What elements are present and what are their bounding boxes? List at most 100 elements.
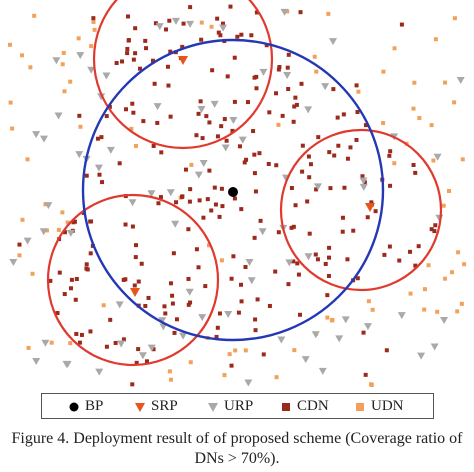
- udn-node: [133, 143, 138, 148]
- urp-node: [304, 106, 313, 114]
- cdn-node: [382, 252, 387, 257]
- urp-node: [329, 38, 338, 46]
- cdn-node: [224, 138, 229, 143]
- urp-node: [23, 237, 32, 245]
- cdn-node: [166, 83, 171, 88]
- udn-node: [68, 341, 73, 346]
- udn-node: [19, 53, 24, 58]
- cdn-node: [274, 163, 279, 168]
- cdn-node: [432, 229, 437, 234]
- cdn-node: [274, 91, 279, 96]
- cdn-node: [194, 133, 199, 138]
- cdn-node: [117, 161, 122, 166]
- cdn-node: [132, 283, 137, 288]
- cdn-node: [180, 194, 185, 199]
- cdn-node: [204, 114, 209, 119]
- cdn-node: [85, 267, 90, 272]
- cdn-node: [363, 123, 368, 128]
- udn-node: [25, 157, 30, 162]
- udn-node: [219, 258, 224, 263]
- udn-node: [429, 123, 434, 128]
- cdn-node: [369, 200, 374, 205]
- deployment-figure: [7, 0, 467, 387]
- udn-node: [431, 158, 436, 163]
- cdn-node: [411, 163, 416, 168]
- urp-node: [245, 259, 254, 267]
- bp-node: [228, 187, 238, 197]
- udn-node: [312, 54, 317, 59]
- cdn-node: [292, 104, 297, 109]
- cdn-node: [55, 311, 60, 316]
- cdn-node: [229, 363, 234, 368]
- cdn-node: [365, 215, 370, 220]
- cdn-node: [299, 81, 304, 86]
- urp-node: [194, 171, 203, 179]
- udn-node: [60, 62, 65, 67]
- urp-node: [238, 136, 247, 144]
- cdn-node: [174, 317, 179, 322]
- cdn-node: [168, 281, 173, 286]
- urp-node: [128, 199, 137, 207]
- cdn-node: [172, 330, 177, 335]
- cdn-node: [77, 113, 82, 118]
- udn-node: [199, 20, 204, 25]
- cdn-node: [293, 95, 298, 100]
- cdn-node: [150, 58, 155, 63]
- udn-node: [26, 345, 31, 350]
- cdn-node: [300, 169, 305, 174]
- cdn-node: [123, 277, 128, 282]
- cdn-node: [155, 120, 160, 125]
- cdn-node: [316, 135, 321, 140]
- legend-label-udn: UDN: [371, 398, 404, 414]
- cdn-node: [230, 128, 235, 133]
- cdn-node: [186, 276, 191, 281]
- cdn-node: [361, 330, 366, 335]
- cdn-node: [267, 303, 272, 308]
- cdn-node: [325, 293, 330, 298]
- urp-node: [285, 259, 294, 267]
- cdn-node: [239, 32, 244, 37]
- cdn-node: [158, 195, 163, 200]
- cdn-node: [354, 137, 359, 142]
- udn-node: [227, 352, 232, 357]
- cdn-node: [323, 261, 328, 266]
- cdn-node: [62, 230, 67, 235]
- cdn-node: [331, 87, 336, 92]
- cdn-node: [245, 100, 250, 105]
- urp-node: [171, 17, 180, 25]
- cdn-node: [413, 170, 418, 175]
- udn-node: [17, 253, 22, 258]
- legend-item-udn: UDN: [354, 398, 404, 415]
- cdn-node: [296, 272, 301, 277]
- cdn-node: [239, 299, 244, 304]
- udn-node: [422, 287, 427, 292]
- cdn-node: [124, 107, 129, 112]
- cdn-node: [207, 120, 212, 125]
- cdn-node: [294, 102, 299, 107]
- cdn-node: [399, 22, 404, 27]
- cdn-node: [308, 162, 313, 167]
- urp-node: [106, 146, 115, 154]
- cdn-node: [276, 67, 281, 72]
- cdn-node: [277, 64, 282, 69]
- cdn-node: [139, 261, 144, 266]
- bp-coverage-circle: [81, 38, 385, 342]
- cdn-node: [133, 26, 138, 31]
- udn-marker-icon: [356, 402, 364, 411]
- cdn-node: [291, 259, 296, 264]
- udn-node: [32, 13, 37, 18]
- udn-node: [326, 11, 331, 16]
- udn-node: [462, 262, 467, 267]
- cdn-node: [84, 173, 89, 178]
- cdn-node: [217, 311, 222, 316]
- cdn-node: [327, 255, 332, 260]
- urp-node: [229, 116, 238, 124]
- cdn-node: [220, 21, 225, 26]
- cdn-node: [252, 152, 257, 157]
- urp-node: [210, 100, 219, 108]
- cdn-node: [291, 224, 296, 229]
- urp-node: [301, 356, 310, 364]
- cdn-node: [126, 38, 131, 43]
- udn-node: [89, 44, 94, 49]
- cdn-node: [136, 347, 141, 352]
